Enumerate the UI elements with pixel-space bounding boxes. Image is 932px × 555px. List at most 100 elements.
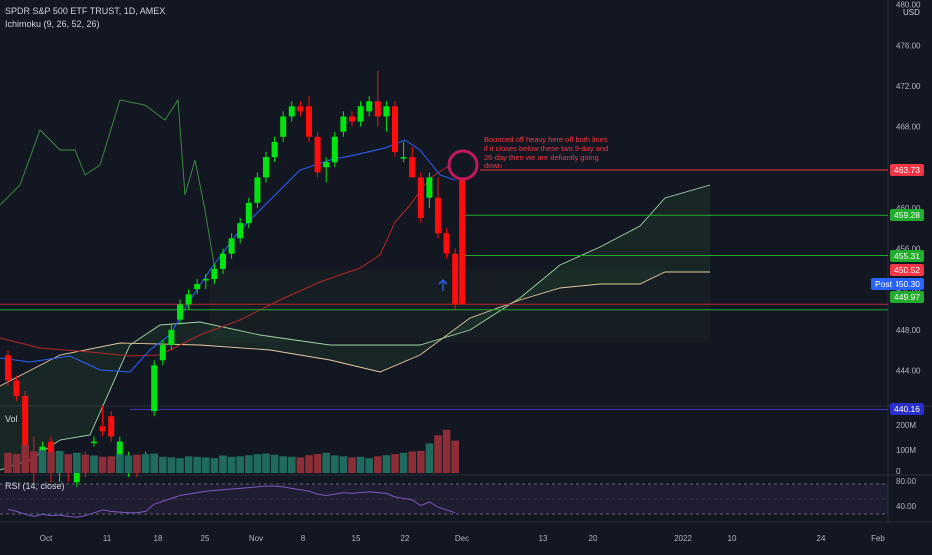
volume-bar — [55, 450, 64, 473]
volume-bar — [227, 456, 236, 473]
candle-body — [228, 238, 235, 254]
volume-bar — [399, 452, 408, 473]
candle-body — [383, 106, 390, 117]
candle-body — [314, 136, 321, 173]
price-tag: 450.52 — [890, 264, 924, 276]
volume-label: Vol — [5, 414, 18, 424]
price-tag: Post — [871, 278, 897, 290]
candle-body — [5, 355, 11, 381]
volume-bar — [313, 454, 322, 473]
leading-span-a-line — [0, 184, 711, 471]
x-tick-label: 2022 — [674, 534, 692, 543]
volume-bar — [167, 457, 176, 473]
x-tick-label: Oct — [40, 534, 53, 543]
candle-body — [254, 177, 261, 203]
candle-body — [22, 395, 29, 452]
candle-body — [73, 466, 80, 483]
volume-bar — [47, 451, 55, 473]
price-tag: 455.31 — [890, 249, 924, 262]
volume-bar — [434, 435, 442, 473]
x-tick-label: 15 — [352, 534, 361, 543]
volume-bar — [219, 455, 227, 473]
candle-body — [13, 380, 20, 396]
candle-body — [349, 116, 355, 122]
candle-body — [409, 157, 416, 178]
volume-bar — [176, 458, 184, 473]
x-tick-label: 11 — [103, 534, 112, 543]
volume-bar — [245, 455, 253, 473]
symbol-title: SPDR S&P 500 ETF TRUST, 1D, AMEX — [5, 6, 166, 16]
volume-bar — [116, 454, 124, 473]
currency-label: USD — [903, 8, 920, 17]
x-tick-label: 20 — [589, 534, 598, 543]
annotation-line: down — [484, 161, 502, 171]
candle-body — [306, 106, 312, 137]
volume-bar — [288, 456, 296, 473]
candle-body — [288, 106, 295, 117]
rsi-line — [7, 485, 456, 518]
volume-bar — [279, 456, 287, 473]
volume-bar — [417, 450, 425, 473]
rsi-tick-label: 80.00 — [896, 477, 917, 486]
volume-bar — [12, 454, 21, 473]
x-tick-label: 8 — [301, 534, 306, 543]
candle-body — [194, 284, 201, 290]
rsi-label: RSI (14, close) — [5, 481, 65, 491]
candle-body — [211, 268, 218, 280]
price-tag: 449.97 — [890, 291, 924, 303]
candle-body — [297, 106, 304, 112]
y-tick-label: 460.00 — [896, 204, 921, 213]
x-tick-label: 18 — [154, 534, 163, 543]
y-tick-label: 476.00 — [896, 41, 921, 50]
volume-bar — [451, 440, 459, 473]
y-tick-label: 448.00 — [896, 326, 921, 335]
x-tick-label: 25 — [201, 534, 210, 543]
candle-body — [271, 141, 278, 158]
candle-body — [108, 416, 115, 437]
annotation-note: Bounced off heavy here off both lines if… — [484, 135, 644, 171]
candle-body — [159, 345, 166, 361]
volume-bar — [210, 458, 219, 473]
candle-body — [245, 202, 252, 224]
volume-bar — [90, 455, 98, 473]
volume-bar — [374, 456, 382, 473]
indicator-label: Ichimoku (9, 26, 52, 26) — [5, 19, 100, 29]
x-tick-label: 10 — [728, 534, 737, 543]
volume-bar — [4, 452, 12, 473]
volume-bar — [184, 456, 193, 473]
volume-bar — [236, 456, 244, 473]
candle-body — [220, 253, 226, 269]
volume-bar — [348, 457, 356, 473]
volume-bar — [365, 458, 373, 473]
volume-bar — [331, 455, 339, 473]
volume-bar — [296, 457, 305, 473]
candle-body — [357, 106, 364, 122]
candle-body — [237, 223, 244, 239]
x-tick-label: Feb — [871, 534, 885, 543]
candle-body — [202, 279, 209, 281]
price-tag: 440.16 — [890, 403, 924, 416]
candle-body — [99, 426, 106, 432]
candle-body — [331, 136, 338, 163]
candle-body — [280, 116, 287, 137]
volume-tick-label: 200M — [896, 421, 916, 430]
volume-tick-label: 100M — [896, 446, 916, 455]
x-tick-label: Dec — [455, 534, 469, 543]
volume-bar — [107, 456, 115, 473]
candle-body — [263, 157, 269, 178]
base-line — [0, 164, 451, 357]
rsi-tick-label: 40.00 — [896, 502, 917, 511]
volume-bar — [408, 451, 416, 473]
volume-bar — [159, 456, 167, 473]
volume-bar — [21, 444, 29, 473]
x-tick-label: Nov — [249, 534, 263, 543]
candle-body — [452, 253, 459, 305]
candle-body — [91, 441, 97, 444]
volume-bar — [322, 452, 330, 473]
candle-body — [185, 294, 192, 305]
candle-body — [459, 177, 466, 305]
volume-bar — [64, 454, 72, 473]
volume-bar — [425, 443, 434, 473]
